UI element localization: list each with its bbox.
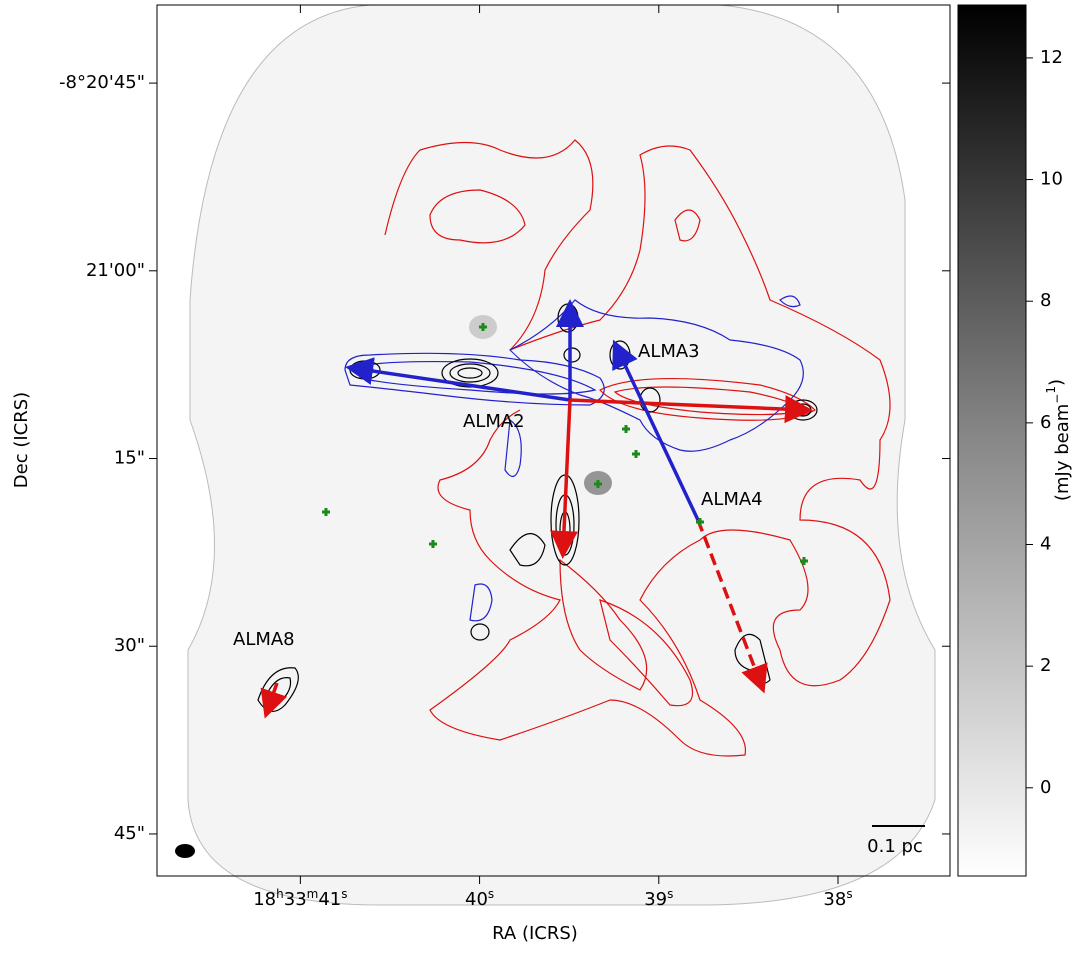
map-field [187,4,936,906]
colorbar-tick-label: 0 [1040,777,1051,798]
colorbar-tick-label: 8 [1040,290,1051,311]
colorbar-tick-label: 6 [1040,412,1051,433]
x-tick-label: 40s [465,887,494,911]
arrow [345,357,571,402]
y-tick-label: 45" [114,823,145,844]
arrow [696,519,768,694]
x-tick-label: 18h33m41s [253,887,347,911]
beam [175,844,195,858]
arrow [549,399,578,559]
annotation: ALMA8 [233,629,295,650]
colorbar-tick-label: 12 [1040,47,1063,68]
image [175,4,936,906]
y-tick-label: 21'00" [86,260,145,281]
arrow [260,682,288,719]
annotation: ALMA4 [701,489,763,510]
annotation: ALMA3 [638,341,700,362]
colorbar-label: (mJy beam−1) [1044,379,1074,501]
green-crosses [322,323,808,565]
arrow [612,339,700,521]
x-axis-label: RA (ICRS) [492,923,578,944]
x-tick-label: 39s [644,887,673,911]
outflow-arrows [260,299,813,719]
arrow [569,395,813,424]
annotation: ALMA2 [463,411,525,432]
plot-frame [156,4,951,877]
y-tick-label: -8°20'45" [59,72,145,93]
colorbar-tick-label: 2 [1040,655,1051,676]
scalebar-label: 0.1 pc [867,836,923,857]
y-tick-label: 30" [114,635,145,656]
colorbar [957,4,1027,877]
colorbar-tick-label: 4 [1040,534,1051,555]
y-tick-label: 15" [114,448,145,469]
y-axis-label: Dec (ICRS) [11,392,32,488]
x-tick-label: 38s [823,887,852,911]
colorbar-tick-label: 10 [1040,169,1063,190]
